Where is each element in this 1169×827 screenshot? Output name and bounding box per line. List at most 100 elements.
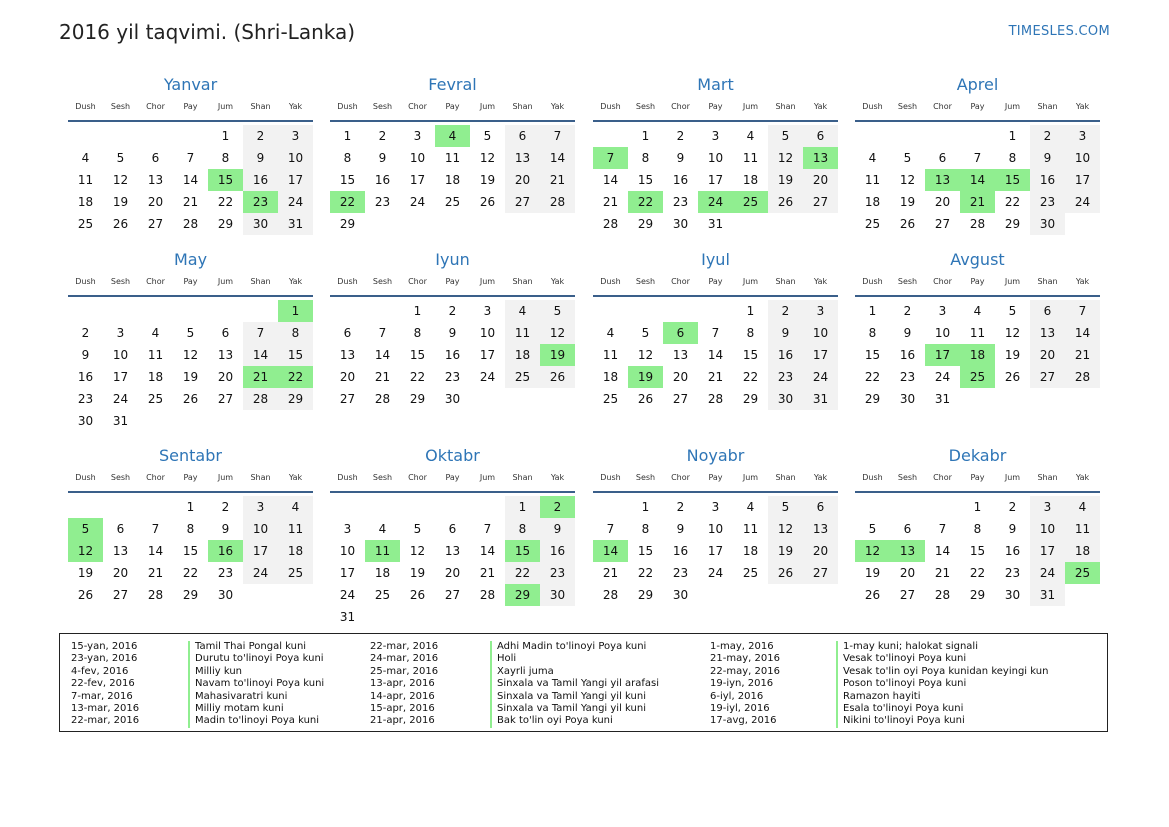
month-name: Dekabr bbox=[948, 446, 1007, 465]
day-cell: 4 bbox=[973, 304, 982, 318]
holiday-day-cell: 22 bbox=[330, 191, 365, 213]
day-cell: 5 bbox=[768, 496, 803, 518]
weekday-label: Chor bbox=[671, 277, 690, 286]
month-mart: Mart Dush Sesh Chor Pay Jum Shan Yak 1 2 3 4 5 6 7 8 9 10… bbox=[593, 74, 838, 235]
day-cell: 10 bbox=[112, 348, 129, 362]
day-cell: 1 bbox=[221, 129, 230, 143]
day-cell: 2 bbox=[1008, 500, 1017, 514]
day-cell: 17 bbox=[1030, 540, 1065, 562]
legend-date: 22-mar, 2016 bbox=[71, 715, 140, 727]
weekday-label: Sesh bbox=[635, 473, 656, 482]
legend-date: 1-may, 2016 bbox=[710, 641, 774, 652]
weekday-label: Jum bbox=[479, 102, 496, 111]
day-cell: 17 bbox=[803, 344, 838, 366]
weekday-label: Pay bbox=[708, 277, 723, 286]
legend-dates-column: 15-yan, 2016 23-yan, 2016 4-fev, 2016 22-fe… bbox=[71, 641, 139, 728]
empty-cell bbox=[103, 496, 138, 518]
weekday-header: Dush Sesh Chor Pay Jum Shan Yak bbox=[855, 469, 1100, 493]
day-cell: 28 bbox=[147, 588, 164, 602]
weekday-label: Sesh bbox=[897, 102, 918, 111]
day-cell: 3 bbox=[711, 500, 720, 514]
day-cell: 20 bbox=[1030, 344, 1065, 366]
day-cell: 27 bbox=[339, 392, 356, 406]
day-cell: 14 bbox=[934, 544, 951, 558]
day-cell: 17 bbox=[707, 544, 724, 558]
day-cell: 30 bbox=[768, 388, 803, 410]
weekday-label: Jum bbox=[217, 277, 234, 286]
day-cell: 24 bbox=[339, 588, 356, 602]
day-cell: 4 bbox=[505, 300, 540, 322]
day-cell: 15 bbox=[409, 348, 426, 362]
weekday-label: Pay bbox=[970, 102, 985, 111]
weekday-label: Dush bbox=[862, 277, 883, 286]
holiday-day-cell: 15 bbox=[995, 169, 1030, 191]
day-cell: 23 bbox=[899, 370, 916, 384]
weekday-label: Yak bbox=[1075, 102, 1090, 111]
day-cell: 29 bbox=[217, 217, 234, 231]
weekday-label: Sesh bbox=[897, 473, 918, 482]
day-cell: 31 bbox=[934, 392, 951, 406]
day-cell: 2 bbox=[676, 129, 685, 143]
day-cell: 25 bbox=[505, 366, 540, 388]
day-cell: 28 bbox=[540, 191, 575, 213]
day-cell: 21 bbox=[374, 370, 391, 384]
day-cell: 7 bbox=[606, 522, 615, 536]
empty-cell bbox=[138, 125, 173, 147]
legend-date: 7-mar, 2016 bbox=[71, 690, 133, 702]
day-cell: 8 bbox=[746, 326, 755, 340]
day-cell: 28 bbox=[602, 217, 619, 231]
day-cell: 20 bbox=[672, 370, 689, 384]
day-cell: 5 bbox=[483, 129, 492, 143]
legend-date: 21-apr, 2016 bbox=[370, 715, 435, 727]
weekday-label: Pay bbox=[183, 473, 198, 482]
legend-date: 13-apr, 2016 bbox=[370, 678, 435, 690]
day-cell: 16 bbox=[540, 540, 575, 562]
day-cell: 12 bbox=[1004, 326, 1021, 340]
day-cell: 13 bbox=[147, 173, 164, 187]
day-cell: 9 bbox=[1008, 522, 1017, 536]
day-cell: 27 bbox=[803, 191, 838, 213]
legend-holiday-name: Bak to'lin oyi Poya kuni bbox=[497, 715, 613, 727]
day-cell: 20 bbox=[934, 195, 951, 209]
weekday-label: Sesh bbox=[635, 102, 656, 111]
day-cell: 5 bbox=[1008, 304, 1017, 318]
day-cell: 15 bbox=[182, 544, 199, 558]
day-cell: 3 bbox=[413, 129, 422, 143]
day-cell: 1 bbox=[505, 496, 540, 518]
weekday-label: Jum bbox=[742, 277, 759, 286]
day-cell: 28 bbox=[707, 392, 724, 406]
weekday-label: Sesh bbox=[372, 277, 393, 286]
day-cell: 4 bbox=[868, 151, 877, 165]
weekday-label: Dush bbox=[75, 277, 96, 286]
day-cell: 20 bbox=[505, 169, 540, 191]
day-cell: 11 bbox=[505, 322, 540, 344]
weekday-label: Shan bbox=[775, 102, 796, 111]
day-cell: 6 bbox=[116, 522, 125, 536]
site-brand-link[interactable]: TIMESLES.COM bbox=[1008, 24, 1110, 39]
legend-date: 19-iyn, 2016 bbox=[710, 678, 774, 690]
page-title: 2016 yil taqvimi. (Shri-Lanka) bbox=[59, 20, 356, 44]
day-cell: 27 bbox=[505, 191, 540, 213]
day-cell: 11 bbox=[1065, 518, 1100, 540]
empty-cell bbox=[103, 300, 138, 322]
legend-date: 14-apr, 2016 bbox=[370, 690, 435, 702]
weekday-label: Jum bbox=[1004, 277, 1021, 286]
day-cell: 19 bbox=[77, 566, 94, 580]
day-cell: 18 bbox=[602, 370, 619, 384]
day-cell: 9 bbox=[221, 522, 230, 536]
weekday-label: Sesh bbox=[372, 102, 393, 111]
day-cell: 20 bbox=[339, 370, 356, 384]
day-grid: 1 2 3 4 5 6 7 8 9 10 11 12 13 14 15 16 17 18 19 20 21 22 23 24 2… bbox=[855, 300, 1100, 410]
day-cell: 10 bbox=[339, 544, 356, 558]
weekday-label: Dush bbox=[600, 277, 621, 286]
weekday-header: Dush Sesh Chor Pay Jum Shan Yak bbox=[593, 469, 838, 493]
day-cell: 30 bbox=[217, 588, 234, 602]
weekday-label: Chor bbox=[408, 473, 427, 482]
holiday-day-cell: 19 bbox=[628, 366, 663, 388]
legend-holiday-name: Esala to'linoyi Poya kuni bbox=[843, 703, 964, 715]
day-cell: 19 bbox=[479, 173, 496, 187]
day-cell: 29 bbox=[637, 217, 654, 231]
weekday-label: Shan bbox=[250, 277, 271, 286]
weekday-label: Jum bbox=[479, 473, 496, 482]
weekday-label: Pay bbox=[708, 102, 723, 111]
